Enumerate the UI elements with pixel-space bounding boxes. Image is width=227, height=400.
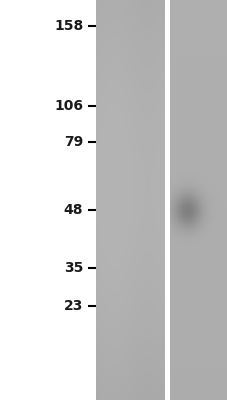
Text: 158: 158	[54, 19, 83, 33]
Text: 35: 35	[64, 261, 83, 275]
Text: 23: 23	[64, 299, 83, 313]
Text: 48: 48	[63, 203, 83, 217]
Text: 79: 79	[64, 135, 83, 149]
Bar	[164, 0, 170, 400]
Text: 106: 106	[54, 99, 83, 113]
